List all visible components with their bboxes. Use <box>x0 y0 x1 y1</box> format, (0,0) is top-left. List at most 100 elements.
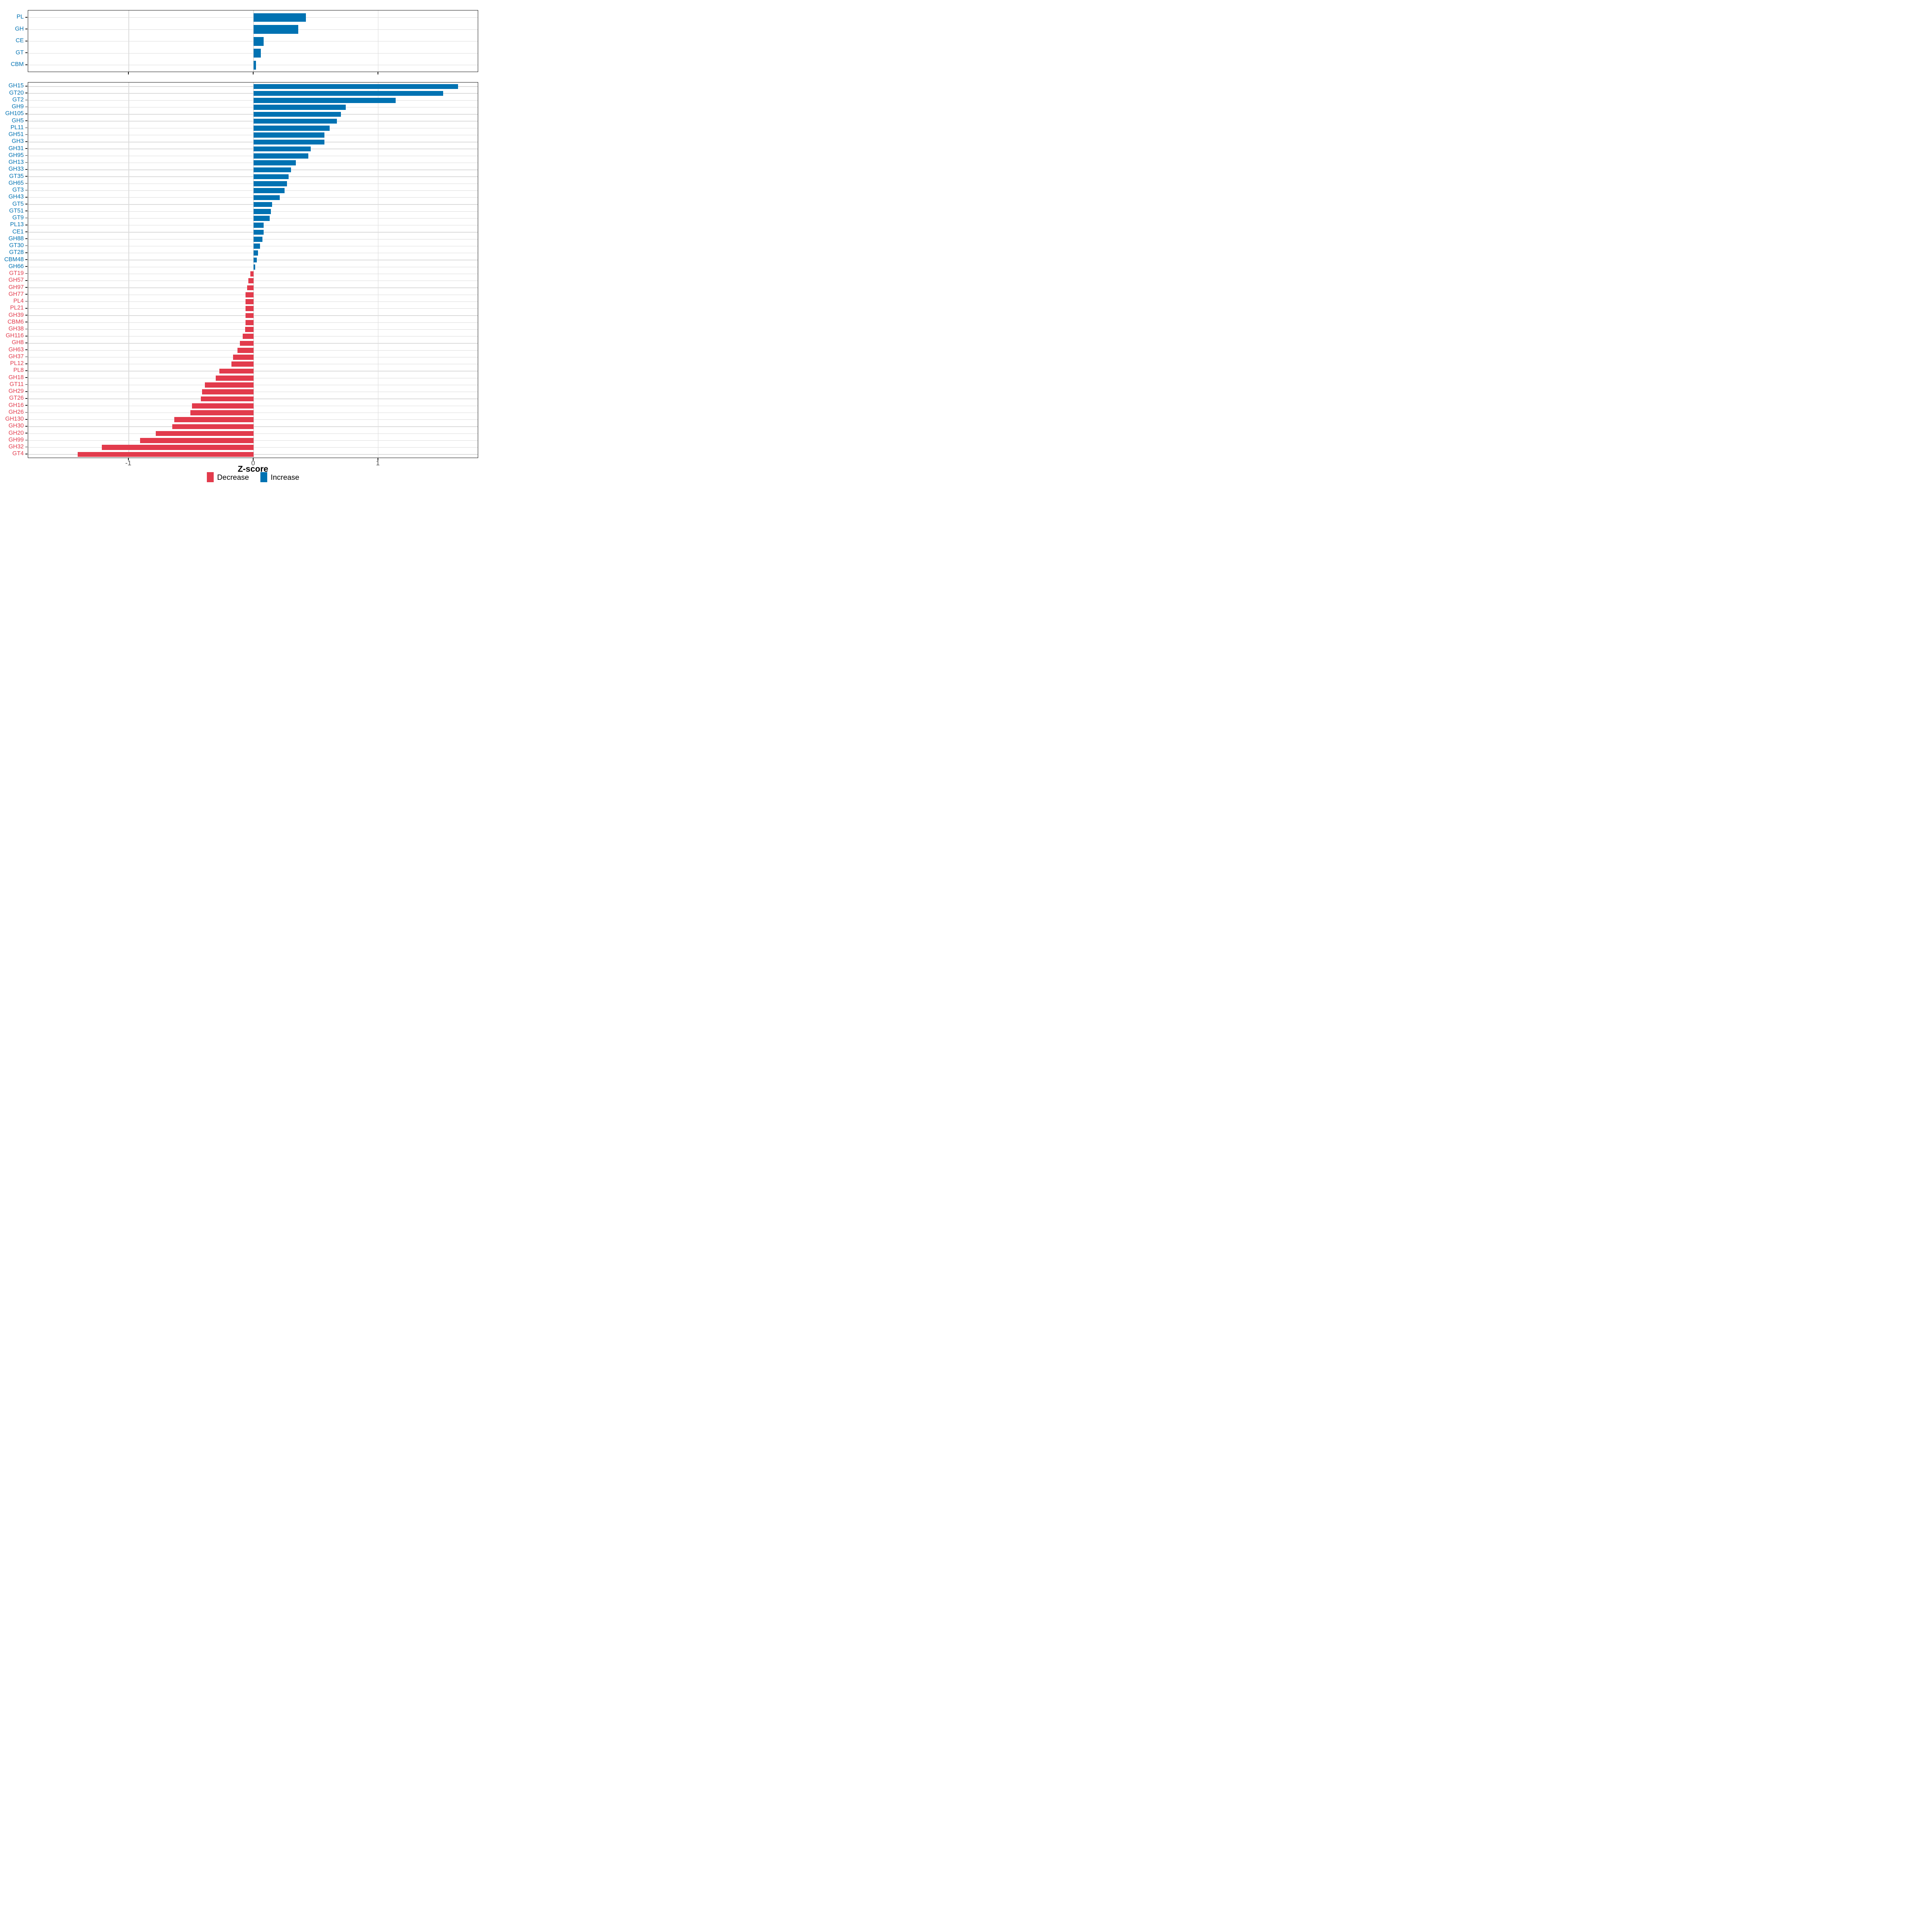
x-gridline--1 <box>128 82 129 458</box>
bar-PL <box>253 13 306 22</box>
y-gridline-PL <box>28 17 478 18</box>
y-label-GH38: GH38 <box>8 326 24 332</box>
y-gridline-GT <box>28 53 478 54</box>
y-tick-GH26 <box>25 412 27 413</box>
x-tick-0 <box>253 72 254 74</box>
bar-CE <box>253 37 264 46</box>
y-tick-GT26 <box>25 398 27 399</box>
y-label-GH20: GH20 <box>8 429 24 436</box>
bar-GH43 <box>253 195 280 200</box>
y-label-GT26: GT26 <box>9 395 24 402</box>
y-tick-GH95 <box>25 155 27 156</box>
x-gridline-0 <box>253 82 254 458</box>
y-gridline-GT3 <box>28 190 478 191</box>
y-tick-GH65 <box>25 183 27 184</box>
y-label-GH63: GH63 <box>8 346 24 353</box>
x-tick-label--1: -1 <box>125 459 132 467</box>
y-label-GH15: GH15 <box>8 83 24 89</box>
bar-GH37 <box>233 355 254 360</box>
bar-GH63 <box>237 347 254 353</box>
x-tick--1 <box>128 72 129 74</box>
y-label-GT5: GT5 <box>12 200 24 207</box>
y-gridline-GT35 <box>28 176 478 177</box>
y-label-GH116: GH116 <box>6 332 24 339</box>
x-gridline--1 <box>128 10 129 72</box>
bar-GH29 <box>202 389 254 394</box>
y-gridline-GH15 <box>28 86 478 87</box>
y-label-GT: GT <box>15 49 24 56</box>
y-label-GH33: GH33 <box>8 166 24 173</box>
bar-GH31 <box>253 146 311 152</box>
legend-key-increase-swatch <box>260 472 267 482</box>
y-tick-GH39 <box>25 315 27 316</box>
y-label-GT28: GT28 <box>9 249 24 256</box>
y-tick-GH31 <box>25 148 27 149</box>
x-tick-label-1: 1 <box>376 459 380 467</box>
y-tick-CBM48 <box>25 259 27 260</box>
bar-PL12 <box>231 361 254 367</box>
bar-GH57 <box>248 278 254 284</box>
y-tick-PL <box>25 17 27 18</box>
bar-CBM <box>253 61 256 70</box>
y-label-GT30: GT30 <box>9 242 24 249</box>
y-tick-GH97 <box>25 287 27 288</box>
bar-GT19 <box>250 271 254 277</box>
bar-GH8 <box>239 341 254 346</box>
y-label-GH29: GH29 <box>8 388 24 395</box>
bar-GH99 <box>140 438 254 443</box>
y-tick-GH130 <box>25 419 27 420</box>
y-tick-PL8 <box>25 370 27 371</box>
bar-GT4 <box>77 452 254 457</box>
y-label-GT51: GT51 <box>9 207 24 214</box>
bar-GH <box>253 25 299 34</box>
bar-GT2 <box>253 98 396 103</box>
y-label-CE1: CE1 <box>12 228 24 235</box>
y-tick-GH57 <box>25 280 27 281</box>
y-label-GH18: GH18 <box>8 374 24 381</box>
y-label-GH105: GH105 <box>5 110 24 117</box>
y-gridline-GH <box>28 29 478 30</box>
bar-GT3 <box>253 188 285 193</box>
y-tick-GH3 <box>25 141 27 142</box>
y-label-GT20: GT20 <box>9 89 24 96</box>
bar-GH65 <box>253 181 287 186</box>
y-gridline-GT9 <box>28 218 478 219</box>
y-label-GH130: GH130 <box>5 416 24 423</box>
y-label-GH13: GH13 <box>8 159 24 166</box>
y-gridline-GT2 <box>28 100 478 101</box>
bar-GH105 <box>253 111 341 117</box>
legend-label-decrease: Decrease <box>217 473 249 481</box>
y-label-GT9: GT9 <box>12 215 24 221</box>
y-tick-GH33 <box>25 169 27 170</box>
y-tick-GT35 <box>25 176 27 177</box>
y-tick-GH63 <box>25 349 27 351</box>
y-tick-GT9 <box>25 217 27 219</box>
x-tick-label-0: 0 <box>251 459 255 467</box>
y-tick-GT28 <box>25 252 27 253</box>
y-label-GT35: GT35 <box>9 173 24 180</box>
bar-GT28 <box>253 250 258 256</box>
bar-GH26 <box>190 410 254 415</box>
y-label-GH9: GH9 <box>12 103 24 110</box>
y-tick-GH5 <box>25 120 27 121</box>
bar-GH32 <box>102 445 254 450</box>
y-tick-GH16 <box>25 405 27 406</box>
x-tick--1 <box>128 458 129 461</box>
y-label-GH66: GH66 <box>8 263 24 270</box>
bar-GT30 <box>253 244 260 249</box>
y-label-GH8: GH8 <box>12 339 24 346</box>
bar-GH3 <box>253 139 325 145</box>
y-label-GT3: GT3 <box>12 187 24 194</box>
bar-GT9 <box>253 216 270 221</box>
bar-PL4 <box>245 299 254 304</box>
bar-CE1 <box>253 229 264 235</box>
y-label-PL: PL <box>17 14 24 21</box>
panel-cazyme-families <box>28 82 478 458</box>
y-label-GH39: GH39 <box>8 312 24 318</box>
y-label-PL8: PL8 <box>13 367 24 374</box>
y-tick-GT19 <box>25 273 27 274</box>
y-tick-GH15 <box>25 86 27 87</box>
y-label-GH: GH <box>15 25 24 32</box>
bar-CBM6 <box>245 320 254 325</box>
y-tick-GH29 <box>25 391 27 392</box>
